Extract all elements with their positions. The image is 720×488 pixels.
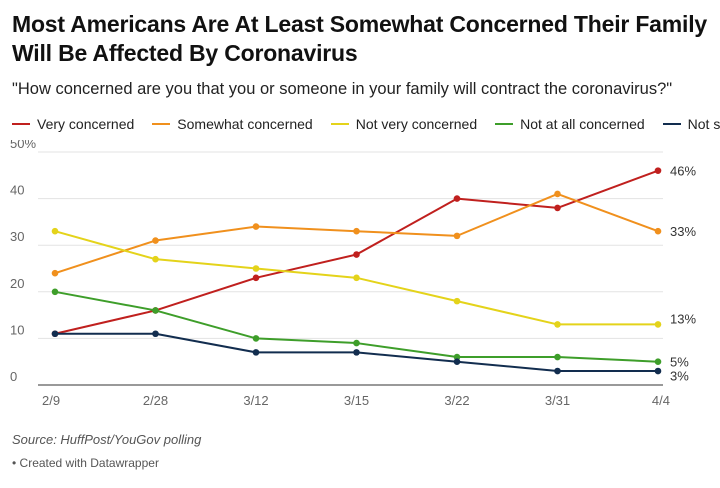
data-point [353, 339, 360, 347]
data-point [252, 223, 260, 230]
chart-title: Most Americans Are At Least Somewhat Con… [12, 11, 707, 66]
data-point [654, 321, 662, 328]
legend-label: Not very concerned [355, 116, 478, 132]
data-point [654, 358, 662, 365]
data-point [152, 255, 159, 263]
end-label: 46% [670, 164, 696, 179]
data-point [51, 288, 59, 296]
data-point [554, 321, 561, 328]
series-not-at-all-concerned [51, 288, 662, 365]
legend-item-not-very-concerned: Not very concerned [330, 116, 478, 132]
data-point [554, 204, 561, 212]
x-axis-ticks: 2/9 2/28 3/12 3/15 3/22 3/31 4/4 [42, 393, 670, 405]
legend-swatch [12, 123, 30, 125]
data-point [554, 353, 561, 361]
y-tick-label: 50% [10, 140, 36, 151]
series-not-sure [51, 330, 662, 375]
series-somewhat-concerned [51, 190, 662, 277]
end-label: 13% [670, 311, 696, 326]
y-axis-ticks: 0 10 20 30 40 50% [10, 140, 36, 384]
x-tick-label: 2/28 [143, 393, 168, 405]
data-point [252, 274, 260, 282]
gridlines [38, 151, 663, 386]
data-point [453, 195, 461, 202]
legend-label: Very concerned [37, 116, 135, 132]
end-label: 3% [670, 369, 689, 384]
end-label: 5% [670, 355, 689, 370]
series-lines [51, 167, 662, 375]
data-point [51, 227, 59, 235]
legend-swatch [330, 123, 349, 125]
y-tick-label: 30 [10, 229, 24, 244]
legend-label: Not at all concerned [520, 116, 645, 132]
data-point [51, 269, 59, 277]
legend-item-not-sure: Not sure [662, 116, 720, 132]
legend-item-not-at-all-concerned: Not at all concerned [495, 116, 645, 132]
data-point [152, 237, 159, 244]
legend-label: Somewhat concerned [177, 116, 313, 132]
data-point [252, 265, 260, 272]
chart-legend: Very concerned Somewhat concerned Not ve… [12, 116, 720, 132]
y-tick-label: 40 [10, 183, 24, 198]
data-point [554, 367, 561, 375]
x-tick-label: 3/12 [243, 393, 268, 405]
legend-swatch [662, 123, 681, 125]
chart-subtitle: "How concerned are you that you or someo… [12, 80, 673, 98]
data-point [453, 297, 461, 305]
x-tick-label: 3/31 [545, 393, 570, 405]
credit-note: • Created with Datawrapper [12, 456, 159, 470]
data-point [152, 307, 159, 314]
x-tick-label: 3/22 [444, 393, 469, 405]
x-tick-label: 2/9 [42, 393, 60, 405]
series-very-concerned [51, 167, 662, 338]
data-point [252, 349, 260, 356]
legend-item-somewhat-concerned: Somewhat concerned [152, 116, 313, 132]
legend-label: Not sure [687, 116, 720, 132]
legend-item-very-concerned: Very concerned [12, 116, 134, 132]
data-point [152, 330, 159, 338]
data-point [453, 353, 461, 361]
data-point [51, 330, 59, 338]
data-point [353, 251, 360, 258]
data-point [353, 227, 360, 235]
legend-swatch [495, 123, 514, 125]
x-tick-label: 4/4 [652, 393, 670, 405]
data-point [453, 232, 461, 240]
source-note: Source: HuffPost/YouGov polling [12, 432, 202, 447]
end-label: 33% [670, 224, 696, 239]
data-point [252, 335, 260, 342]
end-labels: 46% 33% 13% 5%3% [670, 164, 696, 384]
data-point [654, 227, 662, 235]
data-point [353, 274, 360, 282]
legend-swatch [152, 123, 171, 125]
data-point [353, 349, 360, 356]
data-point [554, 190, 561, 198]
y-tick-label: 0 [10, 369, 17, 384]
y-tick-label: 10 [10, 322, 24, 337]
data-point [453, 358, 461, 365]
series-not-very-concerned [51, 227, 662, 328]
data-point [654, 367, 662, 375]
data-point [654, 167, 662, 174]
x-tick-label: 3/15 [344, 393, 369, 405]
y-tick-label: 20 [10, 276, 24, 291]
